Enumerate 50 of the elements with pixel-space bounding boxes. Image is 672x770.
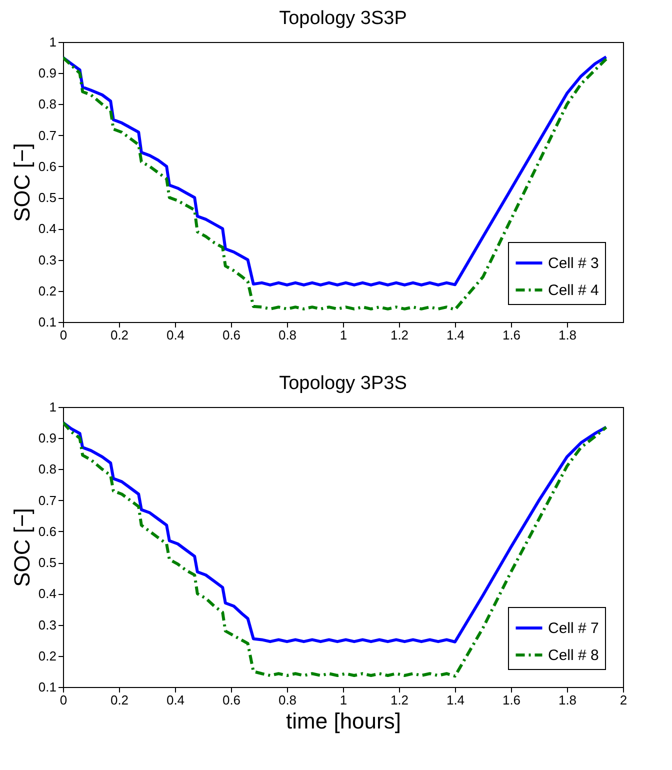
- y-tick-label: 1: [49, 400, 56, 414]
- chart-title: Topology 3S3P: [279, 8, 407, 29]
- y-axis-title: SOC [−]: [9, 508, 34, 587]
- x-tick-label: 1.4: [446, 692, 465, 708]
- x-tick-label: 1.4: [446, 328, 465, 342]
- y-tick-label: 0.7: [38, 128, 56, 143]
- x-tick-label: 0: [60, 692, 68, 708]
- legend-label: Cell # 4: [548, 282, 599, 299]
- x-tick-label: 0.2: [110, 328, 129, 342]
- x-tick-label: 0.6: [222, 328, 241, 342]
- x-tick-label: 2: [620, 692, 628, 708]
- x-tick-label: 1.6: [502, 692, 521, 708]
- x-axis-title: time [hours]: [286, 708, 401, 734]
- x-tick-label: 0: [60, 328, 68, 342]
- x-tick-label: 1.2: [390, 692, 409, 708]
- y-tick-label: 0.5: [38, 190, 56, 206]
- y-tick-label: 0.1: [38, 314, 56, 330]
- y-tick-label: 0.4: [38, 221, 56, 236]
- chart-title: Topology 3P3S: [279, 373, 407, 394]
- y-tick-label: 0.9: [38, 430, 56, 446]
- x-tick-label: 0.4: [166, 328, 185, 342]
- legend-label: Cell # 7: [548, 620, 599, 637]
- x-tick-label: 1.8: [558, 692, 577, 708]
- x-tick-label: 1.2: [390, 328, 409, 342]
- y-tick-label: 0.6: [38, 158, 56, 174]
- x-tick-label: 0.6: [222, 692, 241, 708]
- x-tick-label: 0.2: [110, 692, 129, 708]
- legend-label: Cell # 8: [548, 647, 599, 664]
- x-tick-label: 0.8: [278, 692, 297, 708]
- y-tick-label: 0.9: [38, 66, 56, 81]
- legend-label: Cell # 3: [548, 255, 599, 272]
- x-tick-label: 1.8: [558, 328, 577, 342]
- x-tick-label: 1: [340, 328, 348, 342]
- y-tick-label: 0.4: [38, 586, 56, 602]
- x-tick-label: 1.6: [502, 328, 521, 342]
- y-tick-label: 0.3: [38, 252, 56, 268]
- y-tick-label: 0.6: [38, 524, 56, 539]
- x-tick-label: 0.8: [278, 328, 297, 342]
- y-tick-label: 0.8: [38, 462, 56, 477]
- x-tick-label: 1: [340, 692, 348, 708]
- y-tick-label: 0.5: [38, 555, 56, 570]
- y-tick-label: 0.1: [38, 680, 56, 694]
- y-tick-label: 0.2: [38, 648, 56, 664]
- y-axis-title: SOC [−]: [9, 143, 34, 222]
- y-tick-label: 0.7: [38, 492, 56, 508]
- y-tick-label: 0.2: [38, 283, 56, 298]
- y-tick-label: 0.8: [38, 96, 56, 112]
- y-tick-label: 1: [49, 34, 56, 50]
- y-tick-label: 0.3: [38, 617, 56, 632]
- x-tick-label: 0.4: [166, 692, 185, 708]
